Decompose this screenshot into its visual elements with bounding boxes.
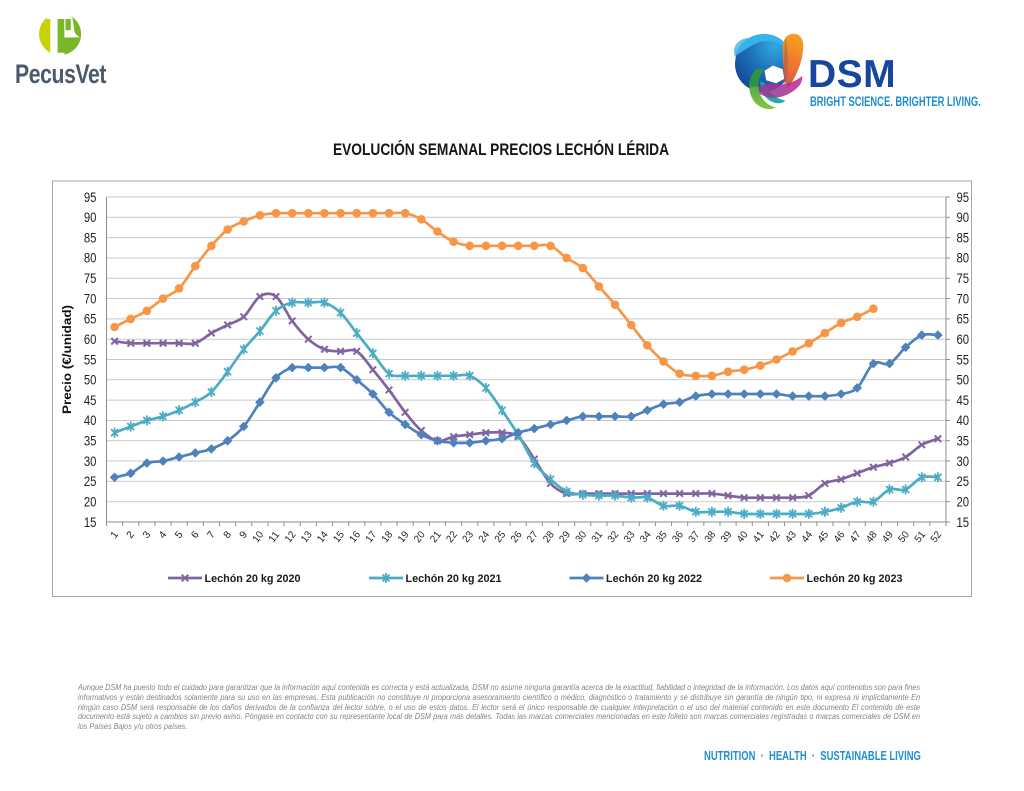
svg-text:75: 75 (957, 271, 970, 286)
svg-text:95: 95 (957, 190, 970, 205)
svg-text:45: 45 (84, 393, 97, 408)
svg-text:80: 80 (84, 251, 97, 266)
svg-text:95: 95 (84, 190, 97, 205)
svg-text:Lechón 20 kg 2023: Lechón 20 kg 2023 (807, 573, 903, 585)
svg-text:90: 90 (84, 210, 97, 225)
svg-text:70: 70 (84, 291, 97, 306)
svg-text:9: 9 (238, 529, 250, 541)
svg-text:35: 35 (84, 434, 97, 449)
svg-text:15: 15 (84, 515, 97, 530)
svg-text:70: 70 (957, 291, 970, 306)
svg-text:50: 50 (84, 373, 97, 388)
svg-text:6: 6 (189, 529, 201, 541)
svg-text:3: 3 (141, 529, 153, 541)
svg-text:15: 15 (957, 515, 970, 530)
svg-text:Lechón 20 kg 2020: Lechón 20 kg 2020 (205, 573, 301, 585)
svg-text:60: 60 (957, 332, 970, 347)
svg-text:20: 20 (84, 495, 97, 510)
svg-text:75: 75 (84, 271, 97, 286)
svg-text:7: 7 (206, 529, 218, 541)
svg-text:65: 65 (84, 312, 97, 327)
svg-text:5: 5 (173, 529, 185, 541)
svg-text:Precio (€/unidad): Precio (€/unidad) (60, 305, 74, 414)
svg-text:Lechón 20 kg 2021: Lechón 20 kg 2021 (406, 573, 502, 585)
svg-text:1: 1 (109, 529, 121, 541)
svg-text:Lechón 20 kg 2022: Lechón 20 kg 2022 (606, 573, 702, 585)
svg-text:60: 60 (84, 332, 97, 347)
svg-text:85: 85 (957, 230, 970, 245)
svg-text:2: 2 (125, 529, 137, 541)
svg-text:65: 65 (957, 312, 970, 327)
svg-text:30: 30 (957, 454, 970, 469)
svg-text:35: 35 (957, 434, 970, 449)
svg-text:25: 25 (84, 474, 97, 489)
svg-text:80: 80 (957, 251, 970, 266)
svg-text:55: 55 (84, 352, 97, 367)
svg-text:90: 90 (957, 210, 970, 225)
svg-text:40: 40 (957, 413, 970, 428)
svg-text:45: 45 (957, 393, 970, 408)
svg-text:20: 20 (957, 495, 970, 510)
svg-text:50: 50 (957, 373, 970, 388)
svg-text:40: 40 (84, 413, 97, 428)
svg-text:30: 30 (84, 454, 97, 469)
svg-text:8: 8 (222, 529, 234, 541)
svg-text:4: 4 (157, 529, 169, 541)
svg-text:85: 85 (84, 230, 97, 245)
svg-text:25: 25 (957, 474, 970, 489)
svg-text:55: 55 (957, 352, 970, 367)
